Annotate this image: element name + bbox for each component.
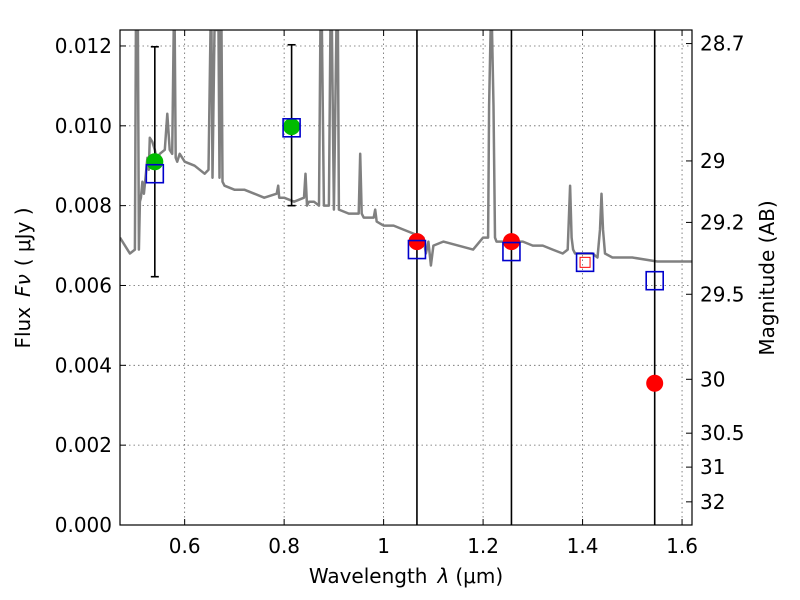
y2-tick-label: 32 [700,490,725,514]
x-tick-label: 0.6 [169,534,201,558]
x-axis-label-symbol: λ [437,564,450,588]
y-axis-label-unit: ( μJy ) [11,207,35,266]
error-bars [150,30,656,525]
model-square-marker [645,270,664,291]
model-square-marker [502,241,521,262]
y2-tick-label: 31 [700,455,725,479]
y2-tick-label: 28.7 [700,32,745,56]
y-axis-label: Flux Fν ( μJy ) [11,207,35,348]
red-data-point [408,233,426,251]
y2-tick-label: 29.2 [700,210,745,234]
y-tick-label: 0.000 [55,513,112,537]
y-tick-label: 0.004 [55,353,112,377]
y-tick-label: 0.002 [55,433,112,457]
ticks: 0.6 0.8 1 1.2 1.4 1.6 0.000 0.002 0.004 0.006 0.00… [55,30,745,558]
y2-axis-label: Magnitude (AB) [755,200,779,355]
y-axis-label-prefix: Flux [11,307,35,349]
model-square-marker [407,239,427,260]
x-tick-label: 1 [377,534,390,558]
y-tick-label: 0.006 [55,273,112,297]
x-tick-label: 1.6 [666,534,698,558]
plot-frame [119,29,693,526]
small-red-square-marker [579,256,591,268]
model-square-marker [575,252,595,273]
y2-tick-label: 29 [700,149,725,173]
model-square-marker [282,118,301,138]
model-square-marker [145,163,165,184]
markers [145,118,664,392]
x-axis-label: Wavelength λ (μm) [309,564,503,588]
y-axis-label-symbol: Fν [11,274,35,297]
model-spectrum [120,30,692,267]
x-axis-label-unit: (μm) [455,564,503,588]
y-tick-label: 0.012 [55,34,112,58]
x-tick-label: 0.8 [268,534,300,558]
y2-tick-label: 30 [700,367,725,391]
y-tick-label: 0.008 [55,194,112,218]
y2-tick-label: 29.5 [700,282,745,306]
green-data-point [283,118,301,136]
red-data-point [646,374,664,392]
y-tick-label: 0.010 [55,114,112,138]
spectrum-line [120,30,692,267]
x-tick-label: 1.4 [567,534,599,558]
red-data-point [502,233,520,251]
x-tick-label: 1.2 [467,534,499,558]
x-axis-label-prefix: Wavelength [309,564,428,588]
green-data-point [146,153,164,171]
y2-tick-label: 30.5 [700,421,745,445]
grid [120,30,692,525]
